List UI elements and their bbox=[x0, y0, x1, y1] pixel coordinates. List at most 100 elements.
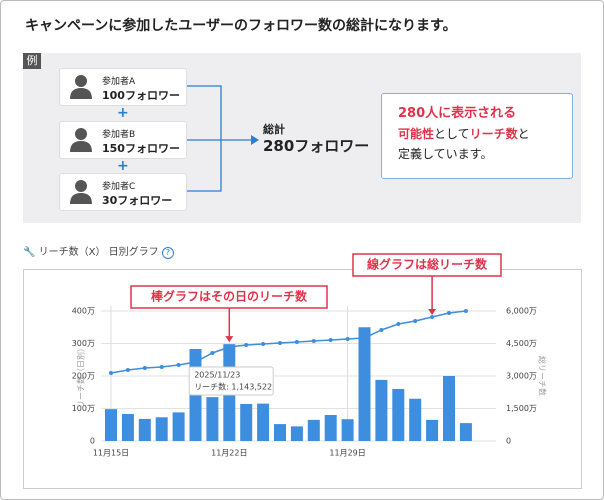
y-tick-label: 200万 bbox=[72, 372, 95, 381]
bar bbox=[172, 412, 185, 441]
line-point bbox=[142, 366, 147, 371]
y-axis-label: リーチ数（日別） bbox=[76, 344, 86, 408]
line-point bbox=[463, 309, 468, 313]
line-point bbox=[176, 362, 181, 367]
line-point bbox=[362, 335, 367, 340]
bar bbox=[240, 403, 253, 441]
bar bbox=[105, 409, 117, 441]
line-point bbox=[278, 341, 282, 346]
participant-name: 参加者B bbox=[102, 130, 136, 140]
bar bbox=[274, 424, 286, 441]
bar bbox=[138, 418, 151, 441]
note-line: 可能性としてリーチ数と bbox=[398, 124, 564, 144]
note-line: 定義しています。 bbox=[398, 144, 564, 164]
line-point bbox=[294, 340, 299, 345]
line-point bbox=[430, 315, 435, 320]
participant-followers: 30フォロワー bbox=[102, 194, 173, 207]
y2-tick-label: 6,000万 bbox=[506, 307, 537, 316]
bar bbox=[257, 403, 270, 441]
bar bbox=[206, 397, 219, 441]
y2-tick-label: 1,500万 bbox=[506, 404, 537, 413]
y2-tick-label: 3,000万 bbox=[506, 372, 537, 381]
total-value: 280フォロワー bbox=[263, 137, 370, 155]
y-tick-label: 100万 bbox=[72, 404, 95, 413]
participant-followers: 150フォロワー bbox=[102, 142, 180, 155]
bar bbox=[358, 327, 371, 441]
person-icon bbox=[70, 180, 92, 204]
line-point bbox=[244, 342, 249, 347]
y-tick-label: 300万 bbox=[72, 339, 95, 348]
line-point bbox=[396, 322, 401, 326]
page-title: キャンペーンに参加したユーザーのフォロワー数の総計になります。 bbox=[25, 18, 457, 34]
bar bbox=[121, 414, 134, 441]
x-tick-label: 11月22日 bbox=[211, 449, 247, 458]
line-point bbox=[311, 339, 316, 344]
participant-card: 参加者C 30フォロワー bbox=[59, 173, 187, 211]
plus-sign: + bbox=[117, 105, 129, 121]
bar bbox=[459, 423, 472, 441]
y-tick-label: 0 bbox=[90, 437, 95, 446]
annotation-arrowhead bbox=[428, 309, 437, 316]
line-point bbox=[379, 328, 384, 333]
participant-card: 参加者B 150フォロワー bbox=[59, 121, 187, 159]
line-point bbox=[413, 319, 418, 324]
annotation-box bbox=[352, 253, 502, 277]
participant-name: 参加者A bbox=[102, 77, 136, 87]
line-point bbox=[210, 350, 215, 355]
line-point bbox=[447, 310, 451, 315]
annotation-arrowhead bbox=[225, 336, 234, 343]
participant-name: 参加者C bbox=[102, 182, 136, 192]
tooltip-date: 2025/11/23 bbox=[194, 371, 240, 380]
section-title: 🔧 リーチ数（X） 日別グラフ ? bbox=[23, 243, 174, 259]
line-point bbox=[261, 341, 266, 346]
participant-followers: 100フォロワー bbox=[102, 89, 180, 102]
line bbox=[110, 310, 466, 374]
person-icon bbox=[70, 128, 92, 152]
total-label: 総計 bbox=[263, 123, 285, 136]
line-point bbox=[328, 337, 333, 342]
bar bbox=[155, 417, 168, 441]
note-text: 可能性 bbox=[398, 127, 435, 141]
note-text: リーチ数 bbox=[469, 127, 518, 141]
note-text: 280人に表示される bbox=[398, 106, 517, 121]
line-point bbox=[193, 360, 198, 365]
y2-axis-label: 総リーチ数 bbox=[538, 356, 548, 396]
bar bbox=[375, 379, 388, 441]
bar bbox=[392, 389, 405, 441]
annotation-text: 棒グラフはその日のリーチ数 bbox=[151, 289, 308, 304]
y2-tick-label: 4,500万 bbox=[506, 339, 537, 348]
bar bbox=[426, 419, 439, 441]
x-tick-label: 11月15日 bbox=[93, 449, 129, 458]
example-tag: 例 bbox=[23, 53, 41, 69]
plus-sign: + bbox=[117, 158, 129, 174]
annotation-text: 線グラフは総リーチ数 bbox=[367, 257, 488, 272]
tooltip-text: リーチ数: 1,143,522 bbox=[194, 382, 272, 392]
y-tick-label: 400万 bbox=[72, 307, 95, 316]
note-line: 280人に表示される bbox=[398, 104, 564, 124]
note-box: 280人に表示される可能性としてリーチ数と定義しています。 bbox=[381, 93, 573, 179]
person-icon bbox=[70, 75, 92, 99]
section-title-text: リーチ数（X） 日別グラフ bbox=[38, 247, 159, 258]
connector bbox=[186, 85, 259, 192]
help-icon[interactable]: ? bbox=[161, 247, 174, 259]
line-point bbox=[125, 367, 130, 372]
participant-card: 参加者A 100フォロワー bbox=[59, 68, 187, 106]
bar bbox=[290, 426, 303, 441]
bar bbox=[443, 376, 455, 441]
line-point bbox=[345, 336, 350, 341]
bar bbox=[324, 415, 337, 441]
bar bbox=[307, 419, 320, 441]
y2-tick-label: 0 bbox=[506, 437, 511, 446]
bar bbox=[409, 398, 422, 441]
note-text: 定義しています。 bbox=[398, 147, 493, 161]
line-point bbox=[109, 371, 113, 376]
bar bbox=[341, 419, 354, 441]
chart-frame bbox=[23, 269, 582, 489]
line-point bbox=[159, 365, 164, 370]
x-tick-label: 11月29日 bbox=[329, 449, 365, 458]
line-point bbox=[227, 345, 232, 350]
tooltip-box bbox=[188, 366, 274, 396]
note-text: として bbox=[434, 127, 470, 141]
